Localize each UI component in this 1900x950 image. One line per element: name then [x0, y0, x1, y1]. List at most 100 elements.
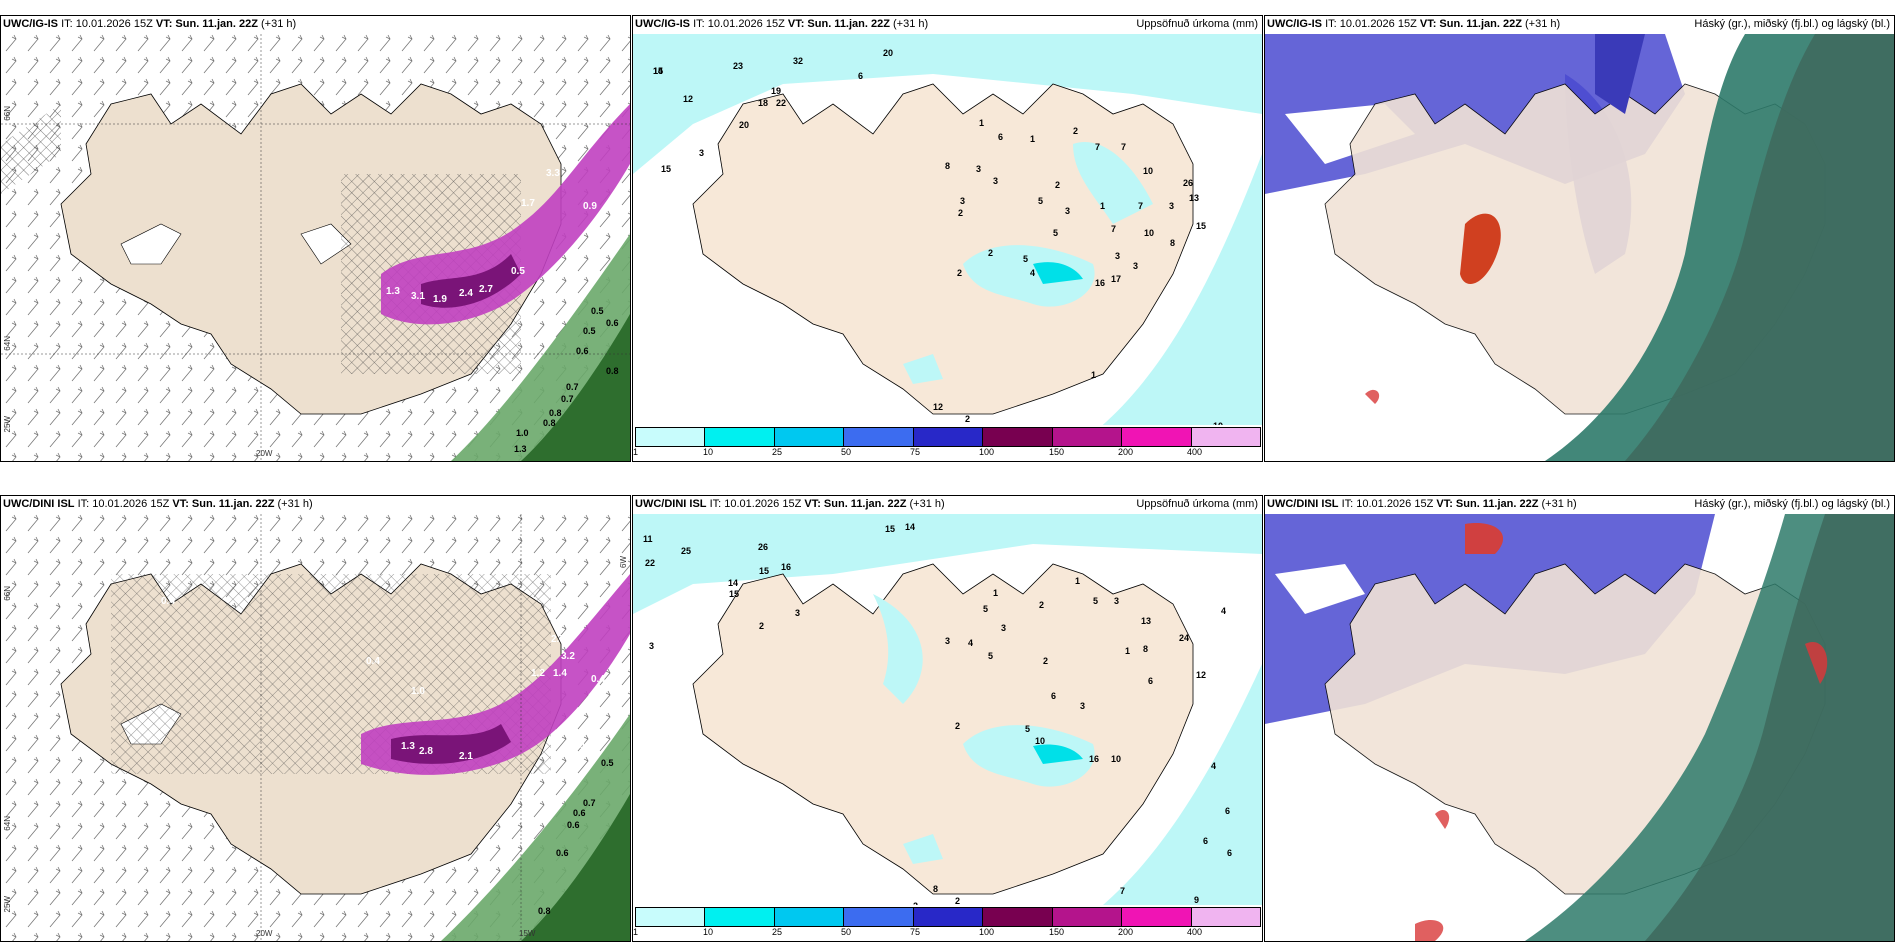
precip-value: 3: [699, 148, 705, 158]
colorbar-swatch: [636, 908, 706, 926]
precip-map: [633, 34, 1262, 461]
precip-value: 5: [1038, 196, 1044, 206]
precip-value: 12: [683, 94, 694, 104]
precip-value: 6: [1225, 806, 1231, 816]
precip-value: 2: [988, 248, 994, 258]
wind-map: [1, 34, 630, 461]
colorbar-label: 75: [910, 927, 921, 937]
precip-value: 8: [1143, 644, 1149, 654]
precip-value: 2: [965, 414, 971, 424]
precip-value: 5: [1025, 724, 1031, 734]
wind-value-label: 0.7: [566, 382, 579, 392]
precip-value: 13: [1141, 616, 1152, 626]
colorbar-label: 100: [979, 447, 995, 457]
wind-value-label: 0.6: [556, 848, 569, 858]
colorbar-swatch: [1052, 908, 1123, 926]
precip-value: 22: [645, 558, 656, 568]
precip-value: 15: [885, 524, 896, 534]
precip-value: 1: [1091, 370, 1097, 380]
precip-value: 2: [1043, 656, 1049, 666]
iceland-landmass: [692, 563, 1194, 895]
map-panel-clouds-top: UWC/IG-IS IT: 10.01.2026 15Z VT: Sun. 11…: [1264, 15, 1895, 462]
precip-value: 17: [1111, 274, 1122, 284]
wind-value-label: 2.8: [419, 746, 433, 757]
precip-value: 13: [1189, 193, 1200, 203]
precip-value: 3: [1133, 261, 1139, 271]
precip-value: 9: [1194, 895, 1200, 905]
colorbar-swatch: [913, 908, 984, 926]
precip-value: 16: [1095, 278, 1106, 288]
colorbar-swatch: [636, 428, 706, 446]
cloud-map: [1265, 34, 1894, 461]
wind-value-label: 2.1: [459, 751, 473, 762]
wind-value-label: 1.0: [411, 686, 425, 697]
panel-header: UWC/DINI ISL IT: 10.01.2026 15Z VT: Sun.…: [1267, 498, 1577, 510]
precip-value: 10: [1144, 228, 1155, 238]
precip-value: 6: [858, 71, 864, 81]
iceland-landmass: [692, 83, 1194, 415]
precip-value: 26: [1183, 178, 1194, 188]
colorbar-swatch: [983, 908, 1053, 926]
precip-value: 3: [795, 608, 801, 618]
colorbar-swatch: [913, 428, 984, 446]
precip-value: 14: [905, 522, 916, 532]
precip-value: 8: [945, 161, 951, 171]
precip-value: 24: [1179, 633, 1190, 643]
wind-value-label: 0.9: [583, 201, 597, 212]
panel-header: UWC/IG-IS IT: 10.01.2026 15Z VT: Sun. 11…: [635, 18, 929, 30]
wind-value-label: 2.7: [551, 634, 565, 645]
precip-value: 2: [955, 896, 961, 906]
precip-value: 15: [1196, 221, 1207, 231]
wind-value-label: 3.1: [411, 291, 425, 302]
colorbar-label: 50: [841, 447, 852, 457]
cloud-map: [1265, 514, 1894, 941]
precip-value: 2: [1073, 126, 1079, 136]
colorbar-swatch: [774, 908, 845, 926]
precip-value: 10: [1035, 736, 1046, 746]
map-panel-clouds-bottom: UWC/DINI ISL IT: 10.01.2026 15Z VT: Sun.…: [1264, 495, 1895, 942]
longitude-label: 25W: [3, 896, 12, 913]
colorbar-label: 10: [703, 447, 714, 457]
precip-value: 6: [998, 132, 1004, 142]
wind-value-label: 0.7: [583, 798, 596, 808]
panel-header: UWC/DINI ISL IT: 10.01.2026 15Z VT: Sun.…: [3, 498, 313, 510]
colorbar-swatch: [1052, 428, 1123, 446]
wind-value-label: 3.3: [546, 168, 560, 179]
precip-value: 3: [1001, 623, 1007, 633]
precip-value: 3: [993, 176, 999, 186]
precip-value: 3: [1115, 251, 1121, 261]
precip-value: 5: [988, 651, 994, 661]
longitude-label: 15W: [519, 929, 536, 938]
precip-value: 23: [733, 61, 744, 71]
colorbar-swatch: [705, 908, 775, 926]
precip-value: 15: [759, 566, 770, 576]
precip-value: 2: [759, 621, 765, 631]
colorbar-swatch: [1122, 908, 1192, 926]
map-panel-precip-bottom: UWC/DINI ISL IT: 10.01.2026 15Z VT: Sun.…: [632, 495, 1263, 942]
colorbar-label: 50: [841, 927, 852, 937]
colorbar-swatch: [844, 908, 914, 926]
precip-value: 3: [1080, 701, 1086, 711]
colorbar-swatch: [705, 428, 775, 446]
wind-value-label: 0.8: [543, 418, 556, 428]
precip-value: 2: [1039, 600, 1045, 610]
wind-value-label: 1.3: [401, 741, 415, 752]
longitude-label: 20W: [256, 929, 273, 938]
wind-value-label: 0.7: [561, 394, 574, 404]
precip-value: 26: [758, 542, 769, 552]
precip-value: 1: [993, 588, 999, 598]
colorbar-label: 25: [772, 447, 783, 457]
wind-value-label: 0.6: [573, 808, 586, 818]
precip-value: 1: [1100, 201, 1106, 211]
precip-value: 6: [1203, 836, 1209, 846]
wind-value-label: 0.4: [161, 596, 175, 607]
colorbar-label: 10: [703, 927, 714, 937]
map-panel-precip-top: UWC/IG-IS IT: 10.01.2026 15Z VT: Sun. 11…: [632, 15, 1263, 462]
precip-value: 7: [1121, 142, 1127, 152]
latitude-label: 64N: [3, 336, 12, 351]
panel-variable-title: Uppsöfnuð úrkoma (mm): [1136, 18, 1258, 30]
wind-value-label: 1.3: [386, 286, 400, 297]
precip-value: 5: [1023, 254, 1029, 264]
wind-value-label: 0.5: [601, 758, 614, 768]
colorbar-swatch: [774, 428, 845, 446]
